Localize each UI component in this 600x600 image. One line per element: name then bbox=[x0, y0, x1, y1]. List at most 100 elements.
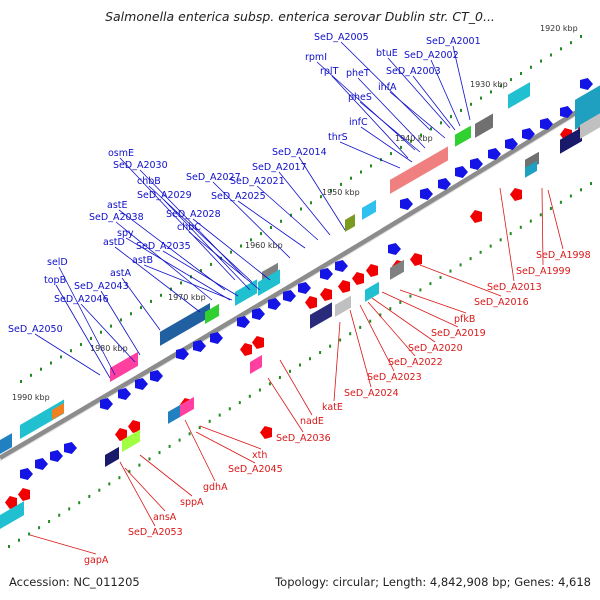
scale-tick-outer bbox=[200, 269, 202, 273]
scale-tick-inner bbox=[108, 482, 111, 486]
plus-gene-label: SeD_A2038 bbox=[89, 212, 144, 223]
minus-label-leader bbox=[419, 264, 502, 297]
plus-gene-label: ihfA bbox=[378, 82, 397, 93]
minus-gene-label: xth bbox=[252, 450, 267, 461]
scale-tick-outer bbox=[420, 133, 422, 137]
scale-tick-inner bbox=[98, 488, 101, 492]
plus-label-leader bbox=[55, 284, 111, 379]
plus-gene-label: SeD_A2014 bbox=[272, 147, 327, 158]
backbone-line bbox=[0, 95, 600, 461]
minus-label-leader bbox=[359, 304, 395, 372]
plus-gene-arrow bbox=[298, 282, 311, 294]
scale-tick-outer bbox=[280, 219, 282, 223]
minus-label-leader bbox=[371, 297, 436, 343]
scale-tick-outer bbox=[70, 349, 72, 353]
plus-gene-label: astE bbox=[107, 200, 128, 211]
plus-gene-label: astA bbox=[110, 268, 131, 279]
plus-gene-label: SeD_A2046 bbox=[54, 294, 109, 305]
scale-tick-outer bbox=[20, 380, 22, 383]
plus-feature-block bbox=[160, 303, 210, 346]
plus-label-leader bbox=[118, 209, 226, 291]
plus-gene-label: chbB bbox=[137, 176, 161, 187]
plus-feature-block bbox=[345, 214, 355, 232]
scale-tick-inner bbox=[399, 300, 402, 304]
scale-tick-outer bbox=[180, 281, 182, 285]
minus-label-leader bbox=[333, 321, 341, 402]
minus-label-leader bbox=[499, 187, 515, 282]
scale-tick-inner bbox=[148, 457, 151, 461]
scale-tick-outer bbox=[40, 367, 42, 371]
scale-tick-inner bbox=[349, 332, 352, 336]
minus-label-leader bbox=[367, 301, 416, 357]
plus-gene-arrow bbox=[522, 128, 535, 140]
plus-gene-label: thrS bbox=[328, 132, 348, 143]
genome-title: Salmonella enterica subsp. enterica sero… bbox=[105, 9, 495, 24]
plus-gene-label: SeD_A2029 bbox=[137, 190, 192, 201]
plus-gene-arrow bbox=[268, 298, 281, 310]
scale-tick-inner bbox=[18, 538, 20, 542]
scale-tick-outer bbox=[150, 299, 152, 303]
scale-tick-inner bbox=[118, 476, 121, 480]
scale-tick-inner bbox=[218, 413, 221, 417]
scale-tick-outer bbox=[30, 373, 32, 377]
minus-gene-label: SeD_A1999 bbox=[516, 266, 571, 277]
plus-gene-arrow bbox=[470, 158, 483, 170]
scale-tick-inner bbox=[178, 438, 181, 442]
scale-tick-outer bbox=[110, 324, 112, 328]
scale-tick-outer bbox=[360, 170, 362, 174]
scale-tick-outer bbox=[530, 65, 532, 69]
plus-gene-label: infC bbox=[349, 117, 368, 128]
scale-tick-inner bbox=[489, 244, 492, 248]
plus-gene-arrow bbox=[118, 388, 131, 400]
plus-label-leader bbox=[340, 41, 431, 131]
plus-gene-label: SeD_A2021 bbox=[230, 176, 285, 187]
scale-tick-inner bbox=[429, 282, 432, 286]
plus-gene-label: btuE bbox=[376, 48, 398, 59]
minus-gene-label: nadE bbox=[300, 416, 324, 427]
scale-tick-inner bbox=[389, 307, 392, 311]
accession-text: Accession: NC_011205 bbox=[9, 575, 140, 589]
scale-tick-outer bbox=[470, 102, 472, 106]
plus-label-leader bbox=[58, 266, 116, 376]
scale-tick-outer bbox=[250, 238, 252, 242]
plus-label-leader bbox=[100, 290, 141, 356]
plus-label-leader bbox=[357, 77, 426, 149]
plus-label-leader bbox=[412, 75, 456, 131]
minus-gene-label: SeD_A1998 bbox=[536, 250, 591, 261]
plus-gene-label: SeD_A2035 bbox=[136, 241, 191, 252]
plus-label-leader bbox=[298, 156, 346, 231]
scale-tick-inner bbox=[339, 338, 342, 342]
plus-label-leader bbox=[139, 169, 246, 279]
plus-label-leader bbox=[316, 61, 416, 151]
minus-feature-block bbox=[390, 259, 404, 280]
scale-tick-inner bbox=[479, 250, 482, 254]
plus-gene-arrow bbox=[388, 243, 401, 255]
plus-label-leader bbox=[256, 185, 319, 241]
plus-gene-arrow bbox=[420, 188, 433, 200]
plus-gene-arrow bbox=[505, 138, 518, 150]
plus-gene-label: SeD_A2043 bbox=[74, 281, 129, 292]
minus-gene-arrow bbox=[352, 272, 364, 285]
minus-label-leader bbox=[195, 431, 256, 464]
plus-gene-label: chbC bbox=[177, 222, 201, 233]
plus-gene-arrow bbox=[438, 178, 451, 190]
scale-tick-outer bbox=[260, 232, 262, 236]
plus-gene-label: rpmI bbox=[305, 52, 327, 63]
scale-tick-outer bbox=[120, 318, 122, 322]
plus-label-leader bbox=[121, 277, 161, 331]
minus-label-leader bbox=[139, 454, 193, 497]
minus-gene-label: SeD_A2053 bbox=[128, 527, 183, 538]
scale-label: 1940 kbp bbox=[395, 134, 433, 143]
minus-gene-arrow bbox=[260, 426, 272, 439]
plus-gene-label: topB bbox=[44, 275, 66, 286]
plus-gene-label: SeD_A2002 bbox=[404, 50, 459, 61]
minus-gene-arrow bbox=[366, 264, 378, 277]
scale-tick-outer bbox=[430, 127, 432, 131]
plus-feature-block bbox=[205, 303, 219, 324]
scale-tick-inner bbox=[289, 369, 291, 373]
scale-tick-outer bbox=[330, 189, 332, 192]
minus-gene-label: katE bbox=[322, 402, 343, 413]
plus-label-leader bbox=[34, 333, 101, 376]
plus-label-leader bbox=[387, 57, 451, 129]
